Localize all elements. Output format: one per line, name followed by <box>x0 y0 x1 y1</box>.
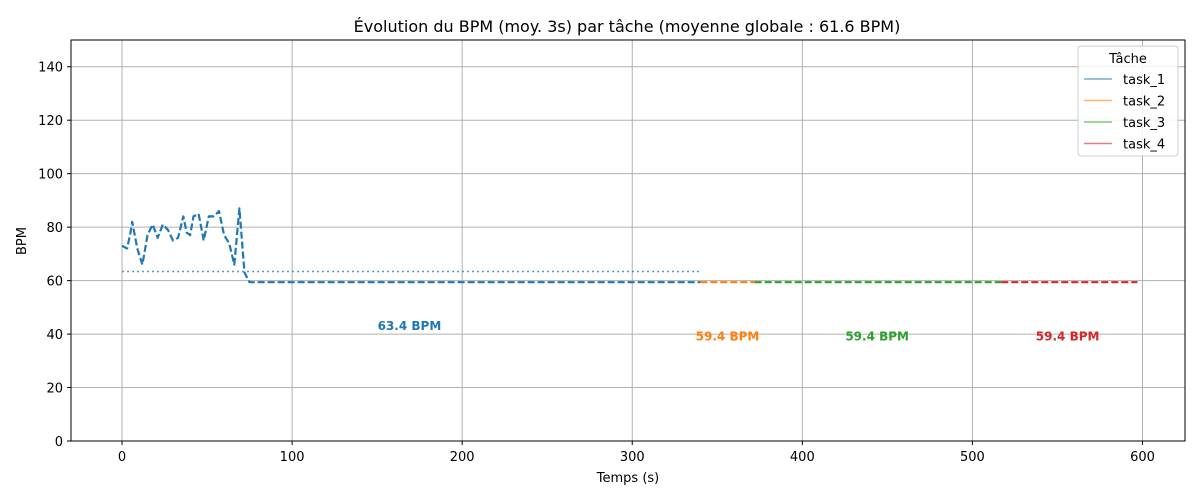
y-tick-label: 40 <box>46 328 63 343</box>
chart-title: Évolution du BPM (moy. 3s) par tâche (mo… <box>354 17 901 36</box>
x-tick-label: 100 <box>280 450 305 465</box>
legend-box <box>1077 45 1179 157</box>
legend: Tâche task_1 task_2 task_3 task_4 <box>1077 45 1179 157</box>
mean-label-task_3: 59.4 BPM <box>845 330 909 344</box>
x-tick-label: 200 <box>450 450 475 465</box>
grid <box>71 40 1185 442</box>
y-tick-label: 100 <box>38 168 63 183</box>
mean-label-task_4: 59.4 BPM <box>1036 330 1100 344</box>
y-tick-label: 20 <box>46 382 63 397</box>
legend-label-task_3: task_3 <box>1123 116 1165 131</box>
legend-label-task_1: task_1 <box>1123 73 1165 88</box>
x-tick-label: 0 <box>118 450 126 465</box>
mean-label-task_1: 63.4 BPM <box>378 319 442 333</box>
x-ticks: 0 100 200 300 400 500 600 <box>118 441 1155 465</box>
series-lines <box>121 207 1138 284</box>
legend-label-task_2: task_2 <box>1123 95 1165 110</box>
y-tick-label: 140 <box>38 61 63 76</box>
x-tick-label: 500 <box>960 450 985 465</box>
legend-title: Tâche <box>1108 52 1147 67</box>
y-tick-label: 0 <box>55 435 63 450</box>
legend-label-task_4: task_4 <box>1123 138 1165 153</box>
x-axis-label: Temps (s) <box>596 471 659 486</box>
y-ticks: 0 20 40 60 80 100 120 140 <box>38 61 71 450</box>
series-line-task_1 <box>121 207 701 284</box>
y-tick-label: 80 <box>46 221 63 236</box>
mean-annotations: 63.4 BPM 59.4 BPM 59.4 BPM 59.4 BPM <box>378 319 1100 344</box>
y-axis-label: BPM <box>15 227 30 255</box>
x-tick-label: 300 <box>620 450 645 465</box>
x-tick-label: 400 <box>790 450 815 465</box>
y-tick-label: 120 <box>38 114 63 129</box>
x-tick-label: 600 <box>1130 450 1155 465</box>
y-tick-label: 60 <box>46 275 63 290</box>
mean-label-task_2: 59.4 BPM <box>696 330 760 344</box>
plot-frame <box>70 39 1186 442</box>
